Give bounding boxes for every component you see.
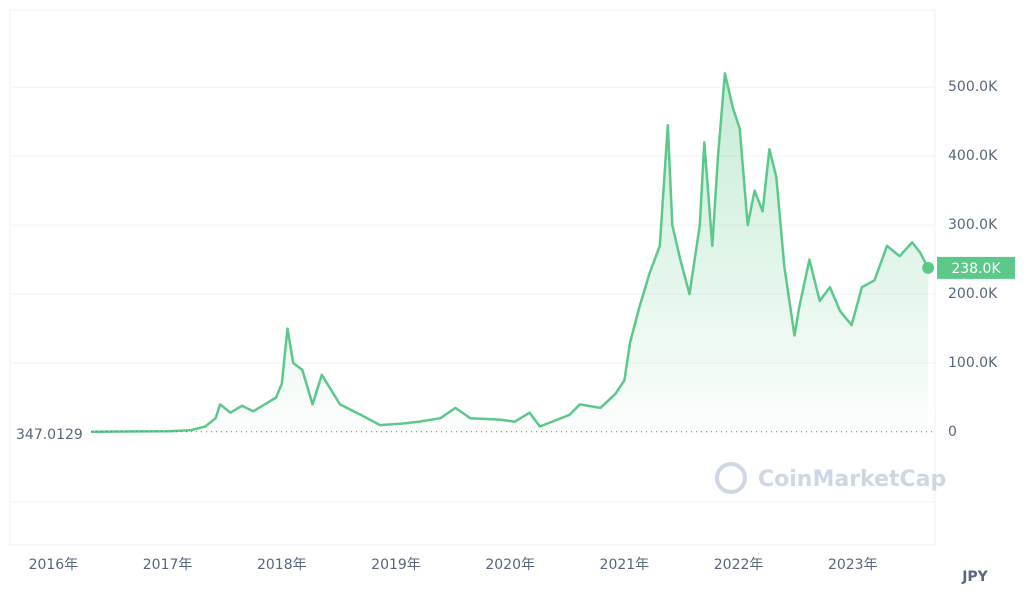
x-tick-label: 2020年 (485, 557, 535, 573)
y-tick-label: 500.0K (948, 79, 998, 95)
current-price-label: 238.0K (951, 261, 1001, 277)
x-tick-label: 2021年 (600, 557, 650, 573)
start-price-label: 347.0129 (16, 427, 83, 443)
currency: JPY (961, 569, 988, 585)
x-tick-label: 2016年 (29, 557, 79, 573)
area-fill (91, 73, 929, 433)
y-tick-label: 400.0K (948, 148, 998, 164)
x-tick-label: 2019年 (371, 557, 421, 573)
y-tick-label: 300.0K (948, 217, 998, 233)
watermark-logo (715, 462, 747, 494)
plot-frame (9, 9, 936, 546)
y-tick-label: 100.0K (948, 355, 998, 371)
price-line (91, 72, 930, 434)
x-tick-label: 2022年 (714, 557, 764, 573)
x-tick-label: 2017年 (143, 557, 193, 573)
watermark: CoinMarketCap (758, 467, 946, 492)
y-tick-label: 200.0K (948, 286, 998, 302)
current-badge (937, 256, 1015, 279)
y-tick-label: 0 (948, 424, 957, 440)
current-point (922, 261, 935, 274)
x-tick-label: 2023年 (828, 557, 878, 573)
x-tick-label: 2018年 (257, 557, 307, 573)
